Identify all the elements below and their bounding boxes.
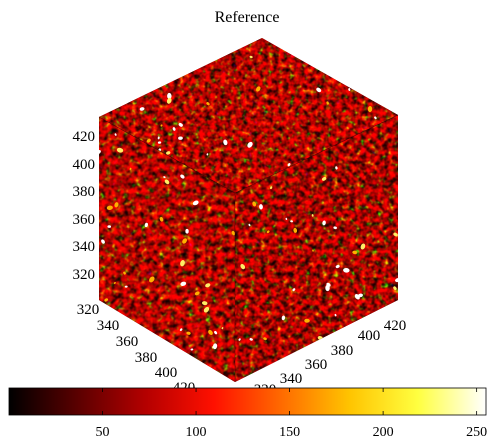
y-tick-label: 400: [358, 328, 381, 344]
colorbar-ticks: 50 100 150 200 250: [96, 388, 487, 440]
colorbar-tick-label: 150: [279, 425, 300, 440]
colorbar-bar: [8, 387, 487, 416]
x-tick-label: 340: [97, 318, 120, 334]
z-axis: 320 340 360 380 400 420: [73, 129, 96, 283]
z-tick-label: 340: [73, 239, 96, 255]
y-tick-label: 420: [384, 318, 407, 334]
z-tick-label: 400: [73, 157, 96, 173]
x-tick-label: 380: [135, 350, 158, 366]
chart-title: Reference: [215, 9, 280, 26]
colorbar-tick-label: 50: [96, 425, 110, 440]
colorbar: 50 100 150 200 250: [8, 387, 487, 440]
colorbar-tick-label: 250: [466, 425, 487, 440]
z-tick-label: 380: [73, 184, 96, 200]
y-tick-label: 360: [305, 357, 328, 373]
z-tick-label: 360: [73, 212, 96, 228]
x-tick-label: 400: [155, 365, 178, 381]
colorbar-tick-label: 100: [186, 425, 207, 440]
y-tick-label: 380: [331, 343, 354, 359]
x-tick-label: 320: [77, 302, 100, 318]
z-tick-label: 420: [73, 129, 96, 145]
x-tick-label: 360: [116, 334, 139, 350]
colorbar-tick-label: 200: [373, 425, 394, 440]
y-tick-label: 340: [280, 371, 303, 387]
z-tick-label: 320: [73, 267, 96, 283]
